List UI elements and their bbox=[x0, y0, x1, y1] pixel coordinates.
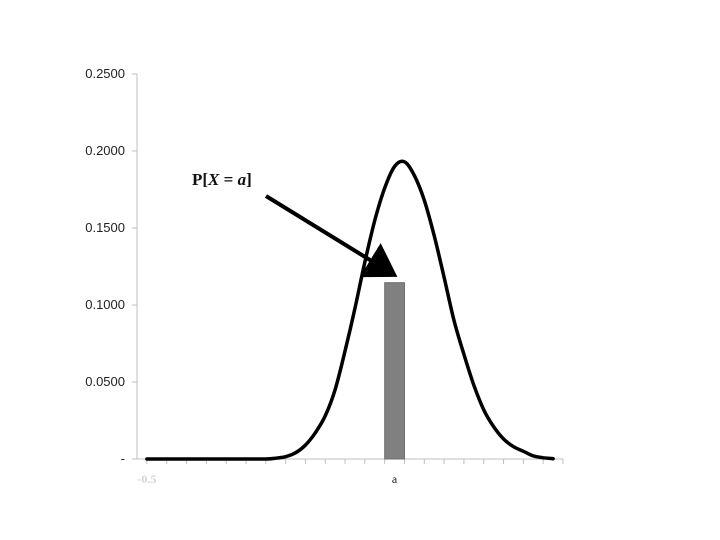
x-tick-label: -0.5 bbox=[137, 472, 156, 486]
y-tick-label: 0.1500 bbox=[85, 220, 125, 235]
distribution-curve bbox=[145, 159, 555, 461]
y-tick-label: 0.2500 bbox=[85, 66, 125, 81]
highlight-bar bbox=[384, 282, 405, 460]
annotation-layer: P[X = a] bbox=[192, 170, 398, 278]
axes-layer: - 0.0500 0.1000 0.1500 0.2000 0.2500 -0.5 a bbox=[85, 66, 564, 486]
y-tick-label: - bbox=[121, 451, 125, 466]
y-tick-label: 0.0500 bbox=[85, 374, 125, 389]
annotation-arrow bbox=[264, 194, 398, 278]
y-tick-label: 0.2000 bbox=[85, 143, 125, 158]
annotation-label: P[X = a] bbox=[192, 170, 252, 189]
x-tick-label: a bbox=[392, 472, 398, 486]
curve-layer bbox=[145, 159, 555, 461]
bars-layer bbox=[384, 282, 405, 460]
y-tick-label: 0.1000 bbox=[85, 297, 125, 312]
